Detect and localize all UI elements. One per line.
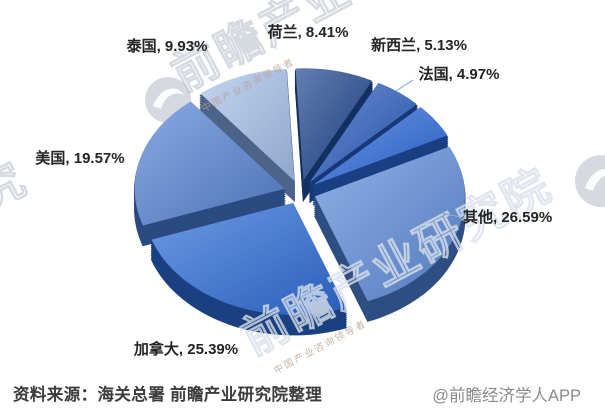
pie-slice-泰国 (199, 68, 296, 203)
pie-slice-加拿大 (150, 202, 347, 336)
pie-slice-荷兰 (294, 68, 374, 203)
watermark-logo-swoosh (585, 168, 605, 191)
watermark-logo: 究 (0, 77, 605, 221)
pie-slice-其他 (314, 146, 466, 322)
pie-slice-法国 (312, 106, 449, 206)
pie-label-canada: 加拿大, 25.39% (133, 340, 238, 358)
leader-lines (395, 79, 461, 218)
footer-credit: @前瞻经济学人APP (432, 387, 581, 405)
watermark-edge-glyph: 究 (0, 152, 36, 221)
pie-label-others: 其他, 26.59% (463, 208, 552, 226)
pie-label-france: 法国, 4.97% (419, 65, 500, 83)
pie-label-newzealand: 新西兰, 5.13% (371, 36, 467, 54)
pie-slice-美国 (134, 101, 286, 247)
pie-label-thailand: 泰国, 9.93% (126, 37, 208, 55)
label-layer: 荷兰, 8.41% 新西兰, 5.13% 法国, 4.97% 其他, 26.59… (35, 23, 552, 358)
leader-line-france (395, 79, 414, 92)
leader-line-others (440, 212, 461, 218)
pie-layer (134, 68, 466, 336)
footer-source: 资料来源：海关总署 前瞻产业研究院整理 (13, 386, 323, 404)
pie-label-netherlands: 荷兰, 8.41% (268, 23, 349, 41)
watermark-logo-swoosh (153, 88, 184, 109)
pie-label-usa: 美国, 19.57% (35, 149, 124, 167)
